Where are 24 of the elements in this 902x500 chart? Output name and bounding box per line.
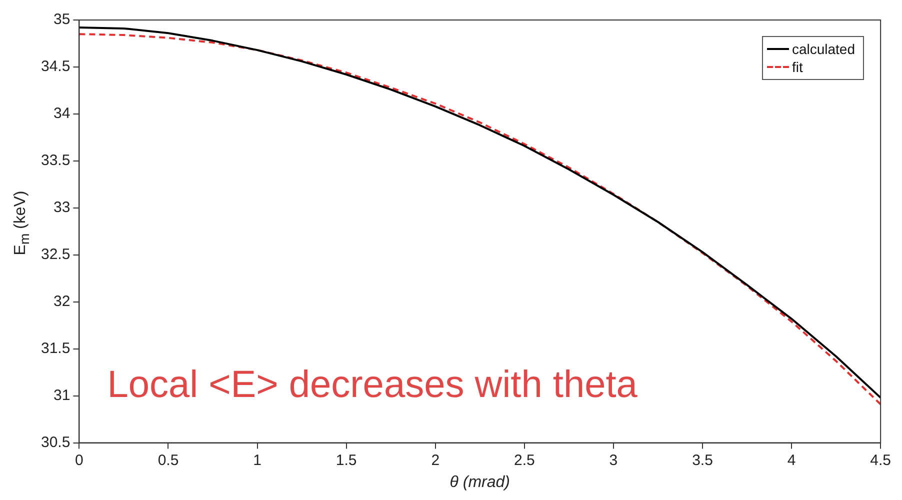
x-tick-label: 3 [609,452,618,469]
y-tick-label: 33.5 [40,152,70,170]
x-axis-title: θ (mrad) [450,474,510,491]
x-tick-label: 4.5 [870,452,892,469]
y-tick-label: 35 [54,11,70,28]
y-tick-label: 31 [54,386,70,404]
y-tick-label: 30.5 [40,434,70,451]
y-tick-label: 32 [54,293,70,310]
x-tick-label: 1.5 [336,452,357,469]
x-tick-label: 3.5 [692,452,713,469]
x-tick-label: 2.5 [514,452,535,469]
x-tick-label: 4 [787,452,796,469]
y-tick-label: 31.5 [40,340,70,357]
legend-label: calculated [792,40,855,58]
legend-label: fit [792,58,803,76]
x-tick-label: 0 [75,452,84,469]
x-tick-label: 1 [253,452,262,469]
y-tick-label: 34.5 [40,58,70,76]
annotation: Local <E> decreases with theta [107,364,638,406]
x-tick-label: 2 [431,452,440,469]
y-tick-label: 32.5 [40,246,70,264]
y-tick-label: 33 [54,199,70,216]
x-tick-label: 0.5 [158,452,179,469]
y-tick-label: 34 [54,105,70,122]
